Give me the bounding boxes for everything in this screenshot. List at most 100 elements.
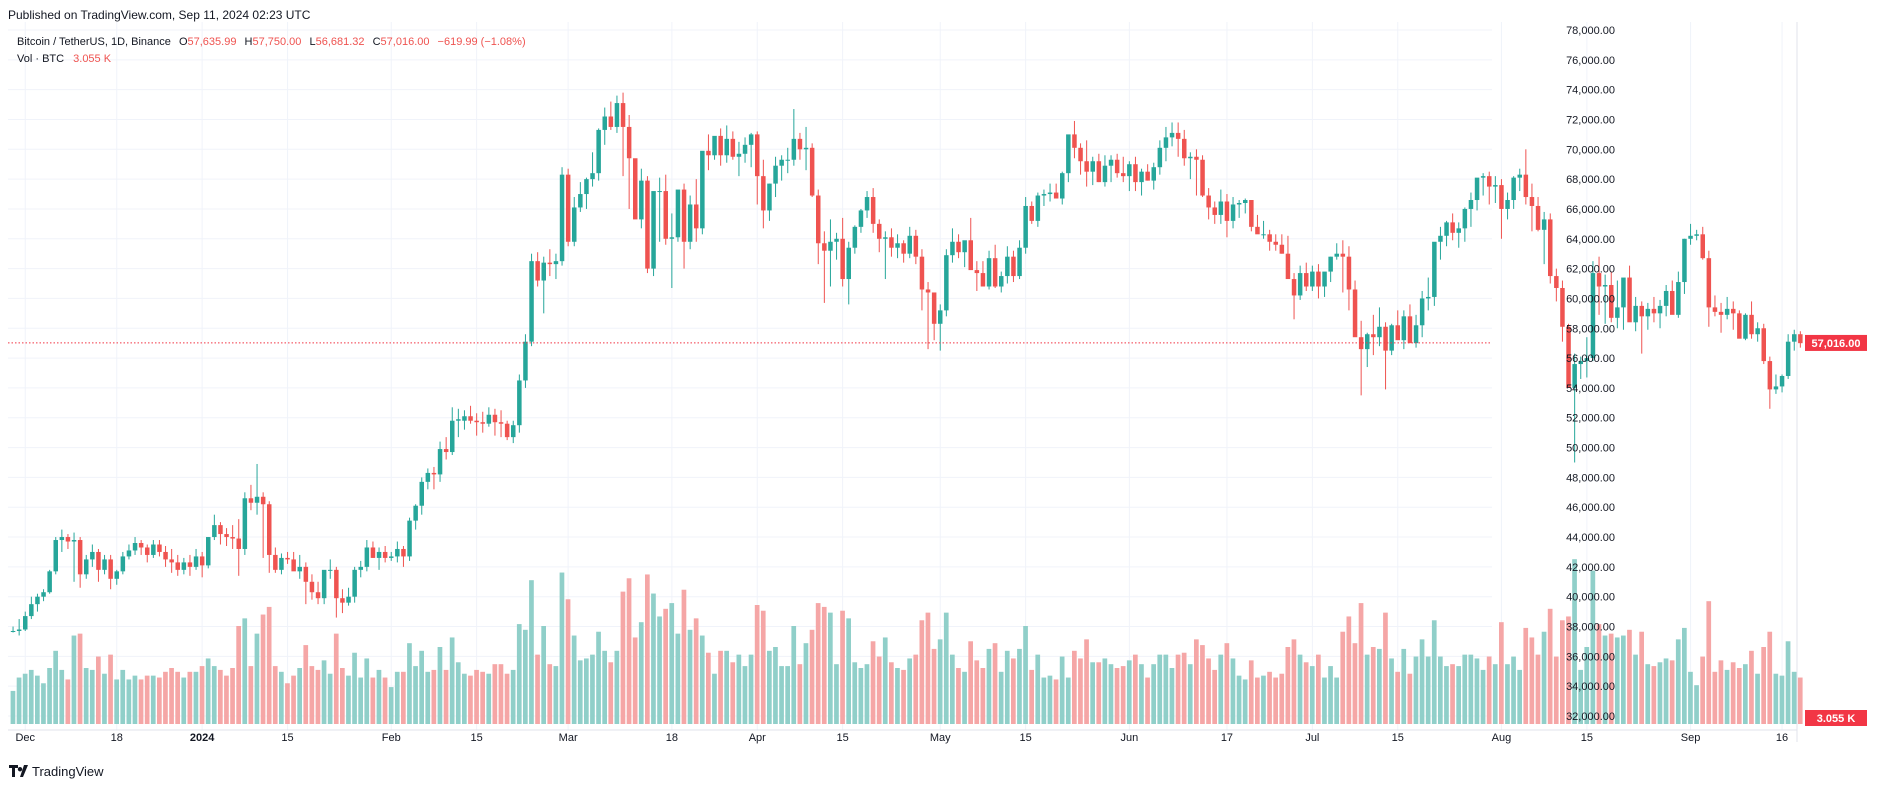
volume-bar bbox=[1401, 648, 1407, 724]
candle-body bbox=[364, 547, 370, 567]
candle-body bbox=[645, 180, 650, 269]
volume-bar bbox=[1212, 669, 1217, 724]
candle-body bbox=[1310, 271, 1315, 287]
candle-body bbox=[242, 498, 248, 549]
candle-body bbox=[1322, 271, 1327, 287]
volume-bar bbox=[608, 662, 614, 724]
volume-bar bbox=[1572, 559, 1577, 724]
volume-bar bbox=[986, 648, 992, 724]
candle-body bbox=[742, 144, 748, 154]
candle-body bbox=[779, 159, 784, 166]
volume-bar bbox=[913, 654, 919, 724]
volume-bar bbox=[779, 666, 784, 724]
candle-body bbox=[248, 498, 254, 503]
volume-bar bbox=[1078, 658, 1083, 724]
candle-body bbox=[480, 422, 485, 424]
volume-bar bbox=[1084, 639, 1089, 724]
candle-body bbox=[840, 238, 845, 280]
volume-bar bbox=[889, 662, 894, 724]
volume-bar bbox=[1322, 677, 1327, 724]
candle-body bbox=[639, 180, 644, 220]
volume-bar bbox=[1175, 654, 1181, 724]
volume-bar bbox=[1053, 679, 1059, 724]
volume-bar bbox=[901, 669, 906, 724]
candle-body bbox=[1017, 247, 1022, 277]
volume-bar bbox=[89, 669, 95, 724]
candle-body bbox=[901, 243, 906, 254]
candle-body bbox=[1084, 161, 1089, 172]
candle-body bbox=[529, 261, 534, 342]
candle-body bbox=[614, 103, 620, 127]
time-tick-label: 15 bbox=[471, 732, 483, 744]
candle-body bbox=[1200, 159, 1205, 196]
candle-body bbox=[803, 147, 809, 150]
volume-bar bbox=[96, 656, 101, 724]
volume-bar bbox=[1267, 671, 1272, 724]
volume-bar bbox=[1023, 626, 1028, 724]
candle-body bbox=[1541, 219, 1547, 230]
price-axis[interactable]: 78,000.00 76,000.00 74,000.00 72,000.00 70,0… bbox=[1566, 22, 1798, 742]
volume-bar bbox=[669, 603, 675, 724]
candle-body bbox=[590, 173, 595, 180]
close-value: 57,016.00 bbox=[381, 36, 430, 48]
volume-bar bbox=[791, 626, 797, 724]
volume-bar bbox=[1346, 616, 1352, 724]
volume-bar bbox=[394, 671, 400, 724]
candle-body bbox=[260, 496, 266, 505]
volume-bar bbox=[1328, 666, 1333, 724]
candle-body bbox=[370, 547, 376, 558]
volume-bar bbox=[1248, 660, 1254, 724]
volume-bar bbox=[821, 606, 827, 724]
tradingview-logo-icon bbox=[9, 765, 28, 777]
volume-bar bbox=[1755, 673, 1760, 724]
volume-bar bbox=[1145, 677, 1150, 724]
time-tick-label: 15 bbox=[837, 732, 849, 744]
tradingview-logo[interactable]: TradingView bbox=[9, 764, 104, 779]
tradingview-brand: TradingView bbox=[32, 764, 104, 779]
volume-bar bbox=[1614, 637, 1620, 724]
candle-body bbox=[1224, 201, 1230, 221]
candle-body bbox=[1493, 185, 1498, 187]
candle-body bbox=[224, 534, 229, 538]
volume-bar bbox=[1224, 643, 1230, 724]
volume-bar bbox=[748, 654, 754, 724]
volume-bar bbox=[907, 658, 912, 724]
volume-bar bbox=[1517, 669, 1522, 724]
candle-body bbox=[1413, 325, 1419, 344]
volume-bar bbox=[1785, 641, 1791, 724]
volume-bar bbox=[602, 650, 607, 724]
volume-bar bbox=[120, 669, 126, 724]
volume-bar bbox=[462, 673, 467, 724]
candle-body bbox=[1243, 200, 1248, 203]
candle-body bbox=[870, 197, 876, 224]
candle-body bbox=[1072, 134, 1077, 148]
volume-bar bbox=[1120, 666, 1126, 724]
volume-bar bbox=[504, 673, 510, 724]
price-tick-label: 48,000.00 bbox=[1566, 472, 1615, 484]
candle-body bbox=[931, 292, 937, 324]
price-tick-label: 60,000.00 bbox=[1566, 293, 1615, 305]
change-value: −619.99 (−1.08%) bbox=[438, 36, 526, 48]
volume-bar bbox=[626, 578, 632, 724]
candle-body bbox=[504, 423, 510, 438]
price-tick-label: 66,000.00 bbox=[1566, 204, 1615, 216]
last-volume-tag bbox=[1805, 710, 1867, 726]
time-tick-label: 15 bbox=[1392, 732, 1404, 744]
chart-grid bbox=[8, 22, 1783, 730]
time-axis[interactable]: Dec 18 2024 15 Feb 15 Mar 18 Apr 15 May 15 Jun 17 Jul 1… bbox=[8, 729, 1797, 744]
volume-bar bbox=[510, 669, 516, 724]
candle-body bbox=[474, 420, 479, 423]
candle-body bbox=[1041, 194, 1047, 196]
volume-bar bbox=[943, 612, 949, 724]
volume-bar bbox=[1547, 608, 1553, 724]
candle-body bbox=[602, 116, 607, 130]
time-tick-label: 17 bbox=[1221, 732, 1233, 744]
volume-bar bbox=[1688, 671, 1693, 724]
volume-bar bbox=[1230, 658, 1236, 724]
volume-bar bbox=[1529, 637, 1535, 724]
volume-bar bbox=[1114, 668, 1120, 724]
time-tick-label: 15 bbox=[281, 732, 293, 744]
volume-bar bbox=[1358, 603, 1364, 724]
volume-bar bbox=[638, 622, 644, 724]
